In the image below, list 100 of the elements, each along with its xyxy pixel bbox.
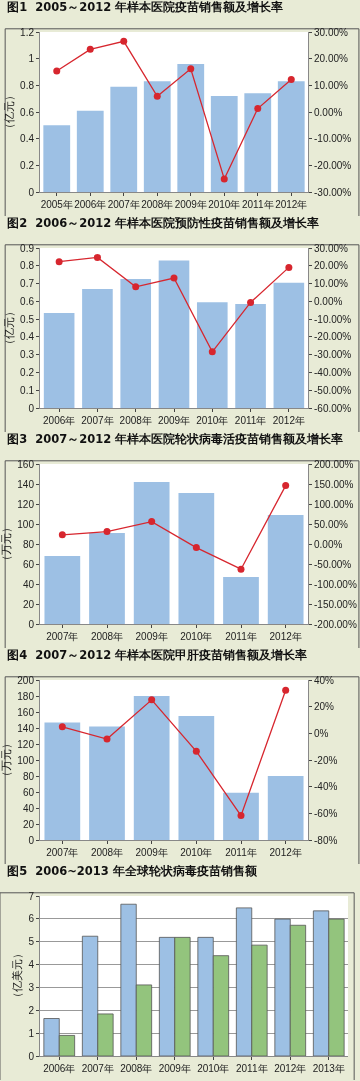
y-tick-label: 7	[28, 890, 35, 902]
y2-tick-label: -10.00%	[314, 133, 352, 145]
bar	[244, 93, 272, 192]
y2-tick-label: 0.00%	[314, 295, 343, 307]
x-tick-label: 2010年	[180, 847, 213, 858]
x-tick-label: 2009年	[174, 199, 207, 210]
y-tick-label: 0.2	[20, 159, 35, 171]
y2-tick-label: 30.00%	[314, 26, 349, 38]
y2-tick-label: 40%	[314, 674, 335, 686]
point	[58, 531, 66, 539]
bar	[178, 716, 215, 840]
y-tick-label: 0.4	[20, 331, 35, 343]
x-tick-label: 2008年	[90, 631, 124, 642]
y2-tick-label: 0.00%	[314, 538, 343, 550]
x-tick-label: 2011年	[225, 847, 257, 858]
bar	[267, 776, 304, 840]
y-tick-label: 80	[22, 770, 35, 782]
point	[93, 253, 101, 261]
x-tick-label: 2006年	[43, 415, 76, 426]
y-tick-label: 100	[17, 754, 35, 766]
y2-tick-label: -30.00%	[314, 186, 352, 198]
point	[153, 92, 161, 100]
y2-tick-label: -80%	[314, 834, 338, 846]
y-tick-label: 0.9	[20, 242, 35, 254]
y-tick-label: 0.5	[20, 313, 35, 325]
chart-title: 图4 2007～2012 年样本医院甲肝疫苗销售额及增长率	[7, 648, 308, 663]
y-tick-label: 2	[28, 1004, 35, 1016]
x-tick-label: 2006年	[43, 1063, 76, 1074]
bar	[89, 726, 125, 840]
point	[282, 686, 290, 694]
x-tick-label: 2011年	[234, 415, 267, 426]
y2-tick-label: -20.00%	[314, 331, 352, 343]
x-tick-label: 2009年	[158, 1063, 191, 1074]
chart-title: 图3 2007～2012 年样本医院轮状病毒活疫苗销售额及增长率	[7, 432, 344, 447]
point	[247, 298, 255, 306]
y-tick-label: 0.3	[20, 349, 35, 361]
y-tick-label: 0.7	[20, 278, 35, 290]
y2-tick-label: -60.00%	[314, 402, 352, 414]
point	[282, 482, 290, 490]
bar	[223, 577, 259, 624]
y-tick-label: 80	[22, 538, 35, 550]
x-tick-label: 2008年	[141, 199, 174, 210]
y-tick-label: 1.2	[20, 26, 35, 38]
point	[237, 812, 245, 820]
bar	[277, 81, 305, 192]
y-axis-title: （万元）	[0, 738, 12, 782]
bar	[82, 288, 113, 408]
x-tick-label: 2010年	[208, 199, 241, 210]
y2-tick-label: -40.00%	[314, 366, 352, 378]
y2-tick-label: 100.00%	[314, 498, 354, 510]
y-tick-label: 5	[28, 936, 35, 948]
bar	[76, 110, 104, 192]
point	[132, 283, 140, 291]
y-tick-label: 160	[17, 458, 35, 470]
y-tick-label: 1	[28, 1027, 35, 1039]
y-tick-label: 4	[28, 959, 35, 971]
bar	[273, 282, 305, 408]
y-tick-label: 0.2	[20, 366, 35, 378]
x-tick-label: 2010年	[196, 415, 229, 426]
bar	[120, 279, 152, 408]
y-tick-label: 120	[17, 738, 35, 750]
y-tick-label: 0	[28, 1050, 35, 1062]
bar	[44, 556, 81, 624]
point	[208, 348, 216, 356]
x-tick-label: 2011年	[225, 631, 257, 642]
y-tick-label: 0.4	[20, 133, 35, 145]
x-tick-label: 2012年	[275, 199, 308, 210]
y2-tick-label: -50.00%	[314, 558, 352, 570]
y-tick-label: 0	[28, 834, 35, 846]
x-tick-label: 2009年	[157, 415, 191, 426]
x-tick-label: 2007年	[81, 415, 114, 426]
y2-tick-label: 50.00%	[314, 518, 349, 530]
x-tick-label: 2007年	[107, 199, 140, 210]
x-tick-label: 2008年	[120, 1063, 153, 1074]
y-axis-title: （亿元）	[2, 306, 15, 350]
y2-tick-label: 10.00%	[314, 278, 349, 290]
bar	[196, 302, 228, 408]
y-tick-label: 120	[17, 498, 35, 510]
y2-tick-label: -20%	[314, 754, 338, 766]
x-tick-label: 2007年	[81, 1063, 114, 1074]
y2-tick-label: 30.00%	[314, 242, 349, 254]
bar	[235, 304, 266, 408]
x-tick-label: 2012年	[274, 1063, 307, 1074]
bar	[43, 125, 71, 192]
bar	[44, 722, 81, 840]
point	[55, 258, 63, 266]
y-tick-label: 1	[28, 53, 35, 65]
y-tick-label: 200	[17, 674, 35, 686]
x-tick-label: 2007年	[46, 847, 79, 858]
bar	[89, 533, 125, 624]
bar	[178, 493, 215, 624]
y-tick-label: 0	[28, 186, 35, 198]
bar	[267, 515, 304, 624]
y2-tick-label: 20%	[314, 701, 335, 713]
y-tick-label: 60	[22, 558, 35, 570]
bar	[143, 81, 171, 192]
bar	[110, 86, 138, 192]
y2-tick-label: -20.00%	[314, 159, 352, 171]
x-tick-label: 2012年	[269, 631, 302, 642]
bar	[210, 96, 238, 192]
